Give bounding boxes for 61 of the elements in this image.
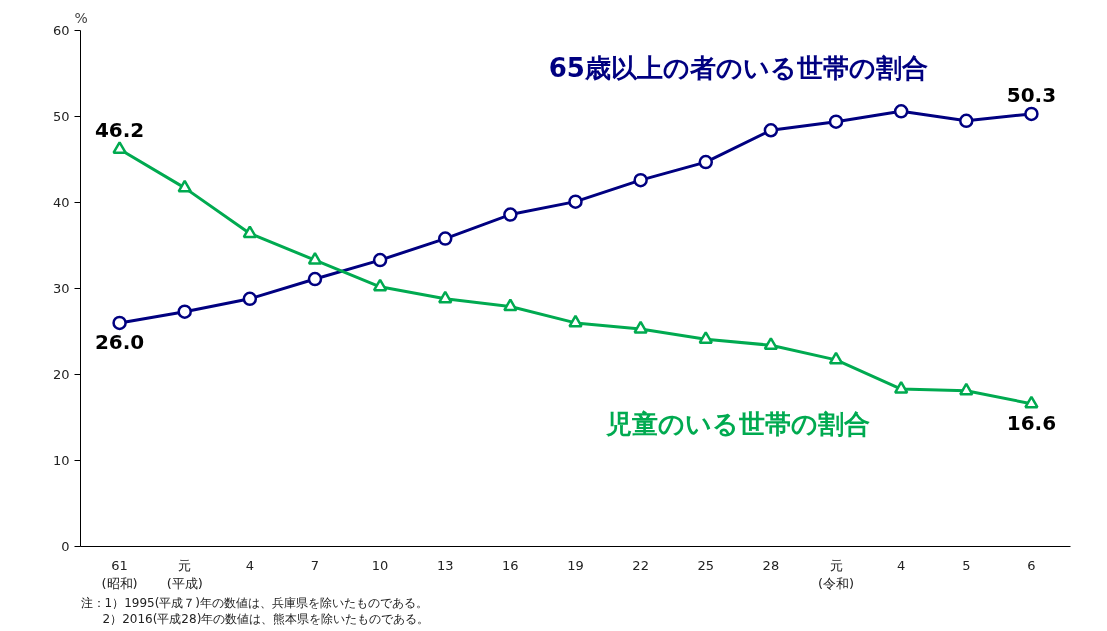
x-tick-label: 5: [962, 557, 971, 573]
text: 2）2016(平成28)年の数値は、熊本県を除いたものである。: [102, 611, 430, 626]
point: [372, 278, 388, 292]
x-tick-label: 19: [567, 557, 584, 573]
y-tick-label: 60: [52, 23, 70, 38]
point: [177, 179, 192, 193]
data-label: 46.2: [94, 118, 145, 143]
x-tick-label: 10: [371, 557, 389, 573]
x-tick-label: 4: [897, 557, 906, 573]
point: [503, 207, 518, 222]
point: [1024, 395, 1039, 409]
x-tick-label: 7: [310, 557, 320, 573]
point: [763, 337, 779, 350]
point: [372, 252, 388, 268]
point: [568, 314, 583, 328]
point: [437, 231, 453, 246]
series-label: 児童のいる世帯の割合: [605, 409, 871, 440]
point: [177, 304, 192, 319]
x-tick-label: 元 (令和): [817, 557, 855, 591]
y-tick-label: 0: [61, 539, 70, 554]
x-tick-label: 13: [436, 557, 454, 573]
point: [763, 123, 779, 138]
point: [242, 225, 258, 239]
point: [828, 351, 844, 365]
y-tick-label: 30: [52, 281, 70, 296]
point: [568, 194, 583, 209]
point: [893, 380, 909, 394]
point: [242, 291, 258, 307]
point: [307, 271, 323, 287]
x-tick-label: 22: [632, 557, 649, 573]
data-label: 50.3: [1006, 82, 1057, 107]
series-label: 65歳以上の者のいる世帯の割合: [548, 53, 928, 84]
point: [112, 315, 127, 331]
data-label: 26.0: [94, 329, 145, 354]
point: [698, 154, 714, 170]
point: [633, 172, 648, 188]
x-tick-label: 25: [697, 557, 715, 573]
point: [437, 290, 453, 304]
y-tick-label: 10: [52, 453, 70, 468]
x-tick-label: 16: [502, 557, 519, 573]
x-tick-label: 4: [245, 557, 254, 573]
point: [633, 320, 648, 334]
point: [959, 382, 974, 396]
point: [893, 104, 909, 119]
x-tick-label: 28: [762, 557, 780, 573]
point: [1024, 106, 1039, 122]
data-label: 16.6: [1006, 410, 1057, 435]
point: [307, 251, 323, 265]
x-tick-label: 6: [1027, 557, 1036, 573]
x-tick-label: 61 (昭和): [101, 557, 138, 591]
point: [698, 331, 714, 344]
y-tick-label: 50: [52, 109, 70, 124]
x-tick-label: 元 (平成): [166, 557, 203, 591]
point: [828, 114, 844, 129]
point: [503, 298, 518, 312]
point: [959, 113, 974, 129]
y-axis-title: %: [74, 9, 88, 26]
y-tick-label: 40: [52, 195, 70, 210]
point: [112, 141, 127, 154]
text: 注：1）1995(平成７)年の数値は、兵庫県を除いたものである。: [80, 595, 429, 610]
y-tick-label: 20: [52, 367, 70, 382]
